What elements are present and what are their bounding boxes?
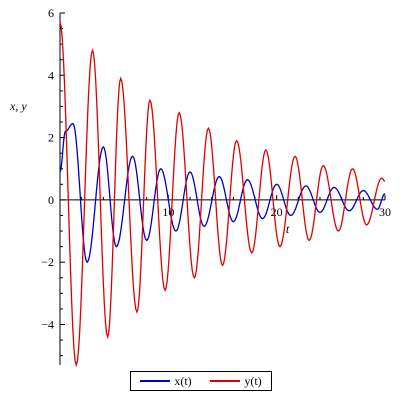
y-tick-label: 0 [48, 193, 54, 207]
series-line-x [59, 122, 386, 264]
x-tick-label: 20 [271, 205, 283, 219]
legend-swatch-x [140, 380, 171, 382]
x-tick-label: 10 [162, 205, 174, 219]
y-tick-label: 4 [48, 68, 54, 82]
series-line-y [59, 22, 386, 368]
y-tick-label: −4 [41, 318, 54, 332]
legend-item-y: y(t) [210, 373, 262, 389]
y-axis-label: x, y [9, 99, 27, 113]
legend: x(t) y(t) [130, 371, 272, 391]
y-tick-label: −2 [41, 255, 54, 269]
y-tick-label: 2 [48, 131, 54, 145]
x-axis-label: t [286, 222, 290, 236]
legend-item-x: x(t) [140, 373, 192, 389]
x-tick-label: 30 [379, 205, 391, 219]
y-tick-label: 6 [48, 6, 54, 20]
legend-swatch-y [210, 380, 241, 382]
legend-label-x: x(t) [174, 373, 192, 388]
legend-label-y: y(t) [244, 373, 262, 388]
